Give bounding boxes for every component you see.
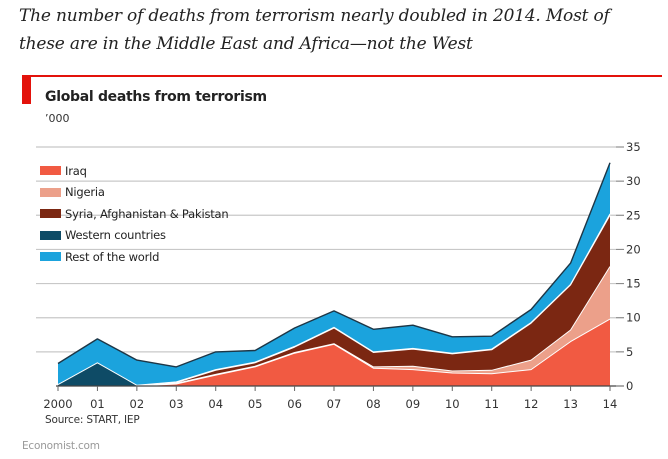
legend-item: Syria, Afghanistan & Pakistan xyxy=(40,203,229,225)
area-rest-of-the-world xyxy=(58,162,610,386)
y-tick-label: 20 xyxy=(626,242,641,256)
x-tick-label: 06 xyxy=(287,397,302,411)
legend-item: Rest of the world xyxy=(40,246,228,268)
area-iraq xyxy=(58,319,610,386)
x-tick-label: 07 xyxy=(327,397,342,411)
legend-swatch xyxy=(40,209,61,219)
legend-label: Western countries xyxy=(65,228,166,243)
legend-label: Nigeria xyxy=(65,185,105,200)
total-outline xyxy=(57,162,611,368)
x-tick-label: 05 xyxy=(248,397,263,411)
layer-separator xyxy=(57,213,611,386)
x-tick-label: 02 xyxy=(130,397,145,411)
y-tick-label: 10 xyxy=(626,311,641,325)
brand-credit: Economist.com xyxy=(22,440,100,452)
x-tick-label: 14 xyxy=(603,397,618,411)
chart-top-rule xyxy=(22,75,662,77)
y-axis: 0 5 10 15 20 25 30 35 xyxy=(616,140,641,393)
chart-title: Global deaths from terrorism xyxy=(45,89,267,105)
legend-label: Syria, Afghanistan & Pakistan xyxy=(65,206,229,221)
y-tick-label: 35 xyxy=(626,140,641,154)
legend-label: Rest of the world xyxy=(65,249,160,264)
source-note: Source: START, IEP xyxy=(45,414,140,426)
y-tick-label: 25 xyxy=(626,208,641,222)
x-tick-label: 12 xyxy=(524,397,539,411)
chart-red-tab xyxy=(22,75,31,104)
legend-item: Western countries xyxy=(40,225,228,247)
x-tick-label: 10 xyxy=(445,397,460,411)
legend-swatch xyxy=(40,166,61,176)
x-tick-label: 01 xyxy=(90,397,105,411)
headline: The number of deaths from terrorism near… xyxy=(19,6,610,54)
x-tick-label: 11 xyxy=(484,397,499,411)
area-outlines xyxy=(57,162,611,387)
legend-item: Nigeria xyxy=(40,182,228,204)
legend-swatch xyxy=(40,252,61,262)
y-tick-label: 15 xyxy=(626,277,641,291)
legend-swatch xyxy=(40,187,61,197)
layer-separator xyxy=(58,215,611,387)
x-tick-label: 13 xyxy=(563,397,578,411)
x-axis: 2000 01 02 03 04 05 06 07 08 09 10 11 12 13 14 xyxy=(43,385,624,411)
legend-label: Iraq xyxy=(65,163,87,178)
gridlines xyxy=(36,146,624,353)
stacked-areas xyxy=(58,162,610,386)
y-tick-label: 30 xyxy=(626,174,641,188)
x-tick-label: 09 xyxy=(406,397,421,411)
legend-swatch xyxy=(40,230,61,240)
y-tick-label: 5 xyxy=(626,345,633,359)
x-tick-label: 03 xyxy=(169,397,184,411)
x-tick-label: 04 xyxy=(208,397,223,411)
y-tick-label: 0 xyxy=(626,379,633,393)
legend: Iraq Nigeria Syria, Afghanistan & Pakistan… xyxy=(40,160,229,268)
x-tick-label: 08 xyxy=(366,397,381,411)
x-tick-label: 2000 xyxy=(43,397,72,411)
chart-unit: ’000 xyxy=(45,112,70,125)
legend-item: Iraq xyxy=(40,160,228,182)
